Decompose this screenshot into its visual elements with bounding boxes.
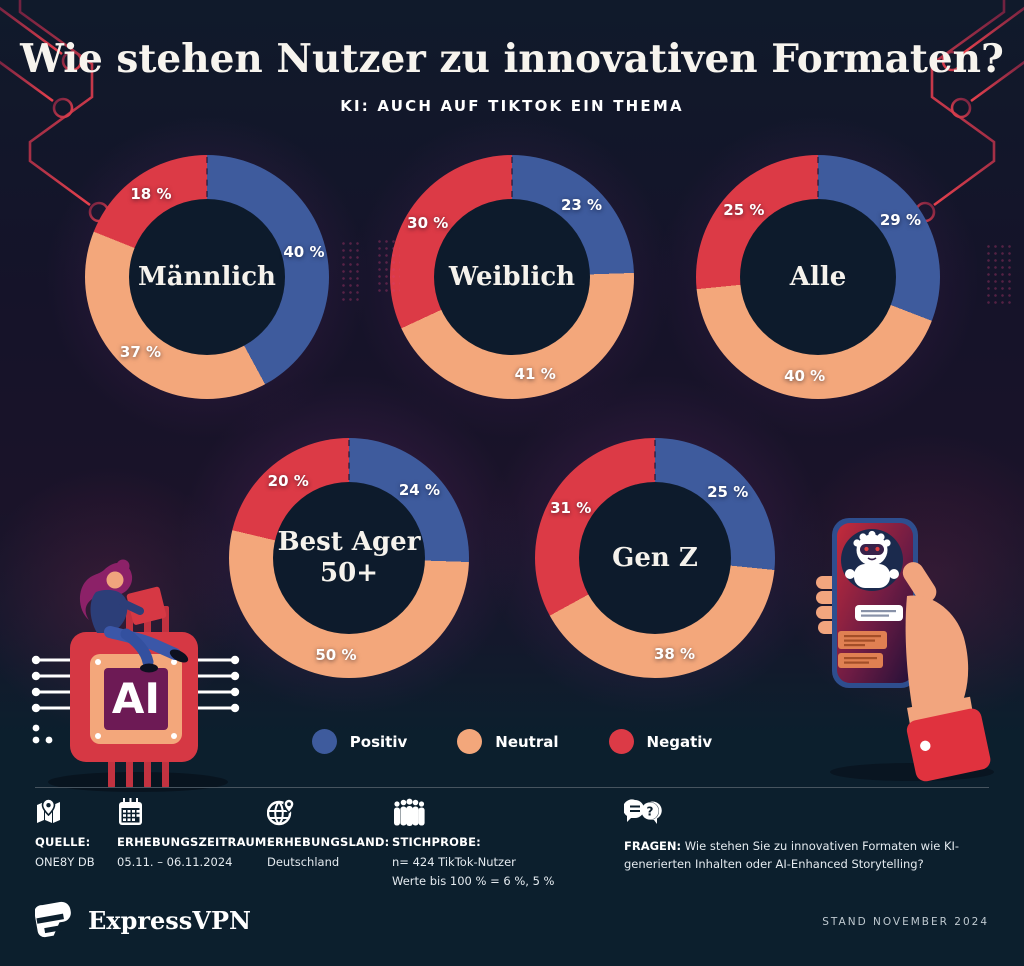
footer-period-heading: ERHEBUNGSZEITRAUM: (117, 835, 272, 849)
donut-percent-label: 40 % (784, 367, 826, 386)
robot-avatar (845, 530, 899, 588)
legend-swatch (608, 729, 634, 754)
footer-questions: ? FRAGEN: Wie stehen Sie zu innovativen … (624, 798, 996, 874)
donut-center-label: Männlich (129, 199, 285, 355)
legend-label: Negativ (646, 732, 713, 751)
donut-center-label: Weiblich (434, 199, 590, 355)
footer-sample-heading: STICHPROBE: (392, 835, 481, 849)
donut-center-label: Gen Z (579, 482, 731, 634)
footer-period: ERHEBUNGSZEITRAUM: 05.11. – 06.11.2024 (117, 798, 271, 872)
legend-item-positiv: Positiv (311, 729, 408, 754)
donut-percent-label: 50 % (315, 646, 357, 665)
chip-ai-label: AI (112, 674, 160, 723)
footer-country-heading: ERHEBUNGSLAND: (267, 835, 390, 849)
donut-percent-label: 30 % (407, 214, 449, 233)
footer-country-value: Deutschland (267, 855, 340, 869)
footer-source-value: ONE8Y DB (35, 855, 95, 869)
legend-item-negativ: Negativ (608, 729, 713, 754)
donut-percent-label: 18 % (130, 185, 172, 204)
footer-divider (35, 787, 989, 788)
woman-with-laptop-illustration (79, 559, 189, 673)
brand-logo: ExpressVPN (35, 899, 251, 941)
donut-percent-label: 37 % (119, 342, 162, 361)
donut-chart-weiblich: Weiblich 23 % 41 % 30 % (390, 155, 634, 399)
donut-chart-maennlich: Männlich 40 % 37 % 18 % (85, 155, 329, 399)
footer-source-heading: QUELLE: (35, 835, 91, 849)
donut-percent-label: 38 % (653, 645, 696, 664)
donut-chart-alle: Alle 29 % 40 % 25 % (696, 155, 940, 399)
donut-percent-label: 41 % (514, 365, 556, 384)
globe-pin-icon (267, 798, 295, 826)
dots-decoration (985, 243, 1015, 305)
donut-chart-best-ager: Best Ager 50+ 24 % 50 % 20 % (229, 438, 469, 678)
brand-wordmark: ExpressVPN (88, 905, 251, 935)
legend-label: Positiv (349, 732, 408, 751)
donut-center-label: Alle (740, 199, 896, 355)
legend-swatch (311, 729, 337, 754)
page-subtitle: KI: AUCH AUF TIKTOK EIN THEMA (340, 96, 684, 115)
legend-swatch (457, 729, 483, 754)
footer-questions-heading: FRAGEN: (624, 839, 682, 853)
svg-text:?: ? (647, 805, 654, 819)
page-title: Wie stehen Nutzer zu innovativen Formate… (20, 36, 1004, 82)
dots-decoration (376, 238, 400, 292)
donut-percent-label: 24 % (398, 480, 441, 499)
donut-chart-gen-z: Gen Z 25 % 38 % 31 % (535, 438, 775, 678)
footer-sample: STICHPROBE: n= 424 TikTok-Nutzer Werte b… (392, 798, 554, 891)
chat-bubbles-icon: ? (624, 799, 662, 824)
donut-percent-label: 40 % (283, 243, 325, 262)
footer-country: ERHEBUNGSLAND: Deutschland (267, 798, 389, 872)
donut-percent-label: 25 % (723, 200, 765, 219)
footer-questions-value: Wie stehen Sie zu innovativen Formaten w… (624, 839, 960, 872)
map-pin-icon (37, 798, 60, 823)
donut-percent-label: 25 % (707, 483, 749, 502)
ai-chip-illustration: AI (31, 559, 240, 792)
people-group-icon (394, 798, 425, 826)
chart-legend: Positiv Neutral Negativ (0, 729, 1024, 754)
footer-source: QUELLE: ONE8Y DB (35, 798, 95, 872)
calendar-icon (119, 798, 142, 825)
expressvpn-logo-icon (35, 901, 71, 938)
chat-bubbles (838, 605, 903, 668)
footer-period-value: 05.11. – 06.11.2024 (117, 855, 233, 869)
stand-date: STAND NOVEMBER 2024 (822, 916, 989, 928)
dots-decoration (340, 240, 362, 302)
donut-center-label: Best Ager 50+ (273, 482, 425, 634)
footer-sample-value-2: Werte bis 100 % = 6 %, 5 % (392, 873, 555, 888)
donut-percent-label: 20 % (267, 472, 309, 491)
legend-label: Neutral (495, 732, 559, 751)
footer-sample-value-1: n= 424 TikTok-Nutzer (392, 855, 516, 869)
hand-phone-illustration (816, 518, 994, 782)
donut-percent-label: 23 % (560, 196, 603, 215)
donut-percent-label: 29 % (879, 211, 922, 230)
circuit-decoration-right (914, 0, 1024, 223)
donut-percent-label: 31 % (550, 499, 592, 518)
legend-item-neutral: Neutral (457, 729, 559, 754)
